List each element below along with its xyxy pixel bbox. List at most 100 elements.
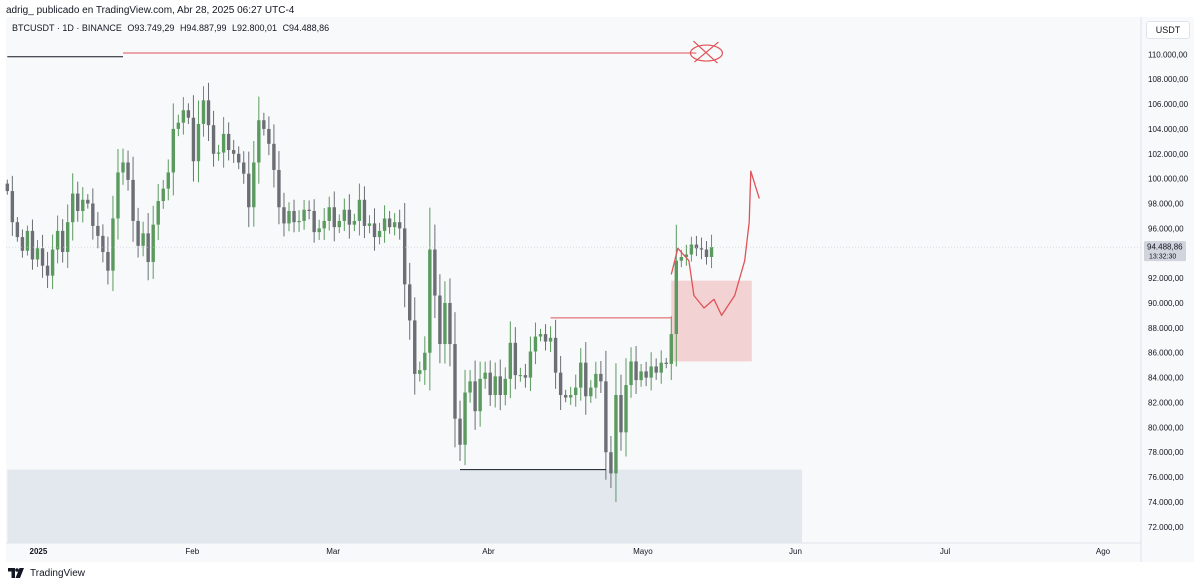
candle-body [15, 222, 20, 238]
candle [186, 103, 191, 124]
footer-brand[interactable]: TradingView [8, 566, 85, 580]
candle [106, 236, 110, 285]
candle-body [10, 191, 15, 223]
candle-body [382, 218, 387, 231]
candle-body [699, 248, 704, 250]
candle [584, 342, 588, 415]
candle-body [684, 254, 689, 257]
candle [347, 194, 352, 239]
bar-countdown: 13:32:30 [1149, 254, 1176, 261]
candle [689, 236, 694, 262]
candle-body [337, 220, 341, 228]
candle-body [226, 133, 231, 151]
candle [397, 209, 402, 240]
candle [201, 86, 206, 137]
x-tick-label: Feb [185, 547, 199, 556]
candle [478, 361, 482, 427]
candle-body [297, 220, 301, 223]
candle-body [191, 117, 196, 162]
candle-body [307, 209, 311, 211]
candle-body [413, 320, 417, 374]
candle-body [548, 337, 553, 342]
candle [473, 360, 477, 430]
candle-body [513, 342, 518, 376]
y-tick-label: 74.000,00 [1148, 498, 1184, 507]
candle-body [312, 210, 316, 233]
candle-body [181, 110, 186, 123]
candle [211, 110, 216, 167]
candle [247, 151, 251, 228]
candle-body [483, 372, 487, 379]
candle-body [332, 207, 336, 228]
candle-body [25, 230, 30, 251]
candle [10, 175, 15, 236]
candle [196, 100, 201, 183]
candle [357, 183, 362, 236]
candle-body [146, 233, 150, 262]
candle [428, 207, 432, 391]
ohlc-high: H94.887,99 [179, 23, 227, 33]
candle-body [508, 342, 513, 379]
candle-body [161, 188, 165, 202]
candle [382, 205, 387, 243]
currency-selector-button[interactable]: USDT [1146, 21, 1190, 39]
candle [513, 327, 518, 390]
candle-body [106, 252, 110, 271]
candle [387, 211, 392, 234]
symbol-info[interactable]: BTCUSDT · 1D · BINANCE O93.749,29 H94.88… [12, 23, 332, 33]
x-tick-label: Jun [789, 547, 802, 556]
y-tick-label: 96.000,00 [1148, 224, 1184, 233]
candle [96, 212, 100, 249]
candle-body [60, 230, 65, 253]
candle [352, 213, 357, 232]
candle-body [599, 373, 603, 382]
candle [402, 202, 407, 308]
candle [609, 435, 613, 488]
candle-body [176, 122, 181, 129]
candle-body [679, 256, 684, 261]
candle-body [614, 395, 618, 474]
candle [242, 151, 246, 184]
candle [191, 95, 196, 182]
candle [30, 219, 35, 270]
candle [589, 380, 593, 403]
candle-body [237, 153, 241, 163]
candle [563, 389, 568, 403]
candle-body [101, 235, 105, 253]
candle [35, 240, 40, 267]
candle-body [609, 452, 613, 474]
candle [302, 199, 306, 230]
candle [548, 326, 553, 353]
candle [392, 213, 397, 236]
candle [237, 146, 241, 170]
candle-body [156, 201, 160, 225]
candle-body [397, 222, 402, 229]
candle [40, 234, 45, 278]
candle-body [196, 123, 201, 162]
rejection-circle [689, 44, 724, 62]
candle-body [619, 395, 623, 433]
candle [25, 225, 30, 256]
candle [342, 198, 347, 232]
candle-body [166, 172, 170, 189]
candle-body [563, 395, 568, 398]
y-tick-label: 108.000,00 [1148, 75, 1189, 84]
x-tick-label: Ago [1096, 547, 1111, 556]
candle-body [277, 169, 281, 208]
candle-body [558, 372, 563, 396]
candle [277, 151, 281, 225]
symbol-name[interactable]: BTCUSDT · 1D · BINANCE [12, 23, 122, 33]
candle [443, 281, 447, 364]
candle [327, 196, 331, 231]
candle-body [5, 183, 10, 192]
tradingview-logo-icon [8, 568, 24, 578]
candle-body [322, 220, 326, 229]
candle [594, 361, 598, 399]
candle [367, 215, 372, 234]
candle-body [604, 381, 608, 453]
candle-body [126, 162, 130, 180]
candle [151, 205, 155, 279]
candle-body [669, 334, 673, 364]
candle [221, 117, 226, 168]
